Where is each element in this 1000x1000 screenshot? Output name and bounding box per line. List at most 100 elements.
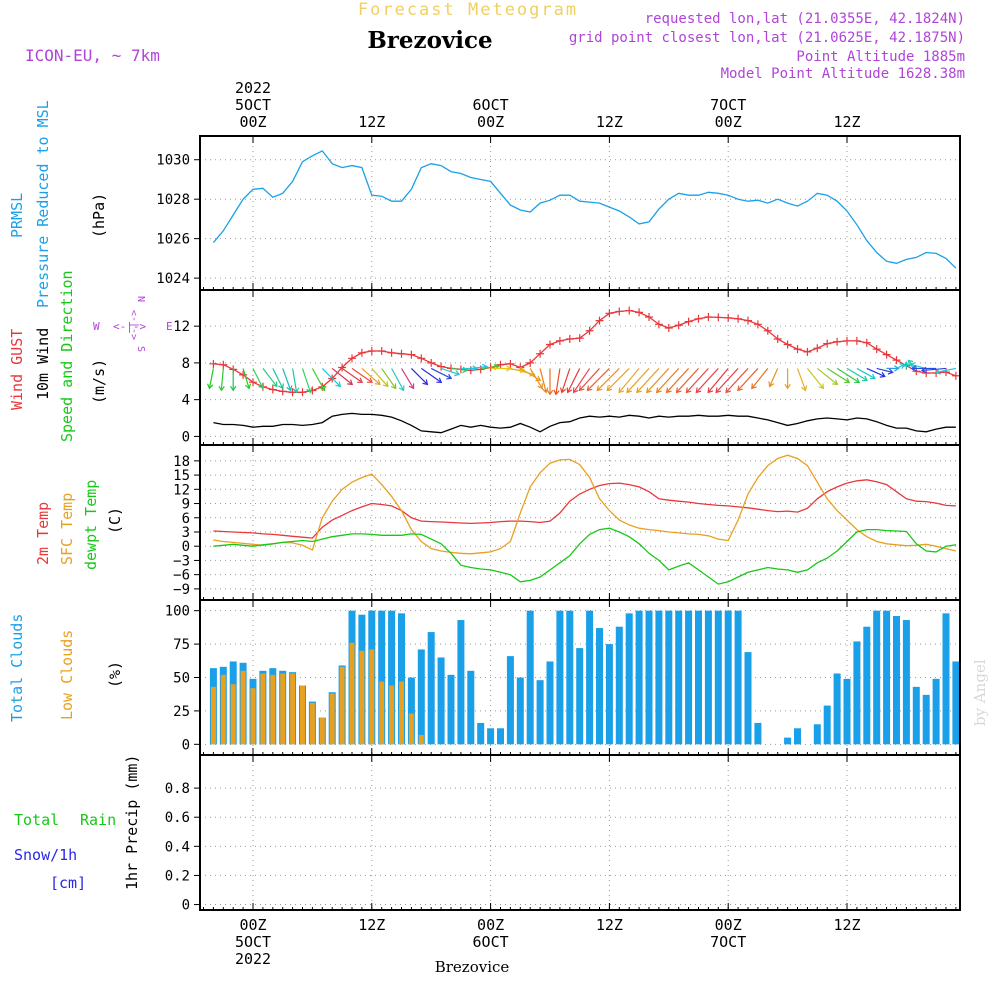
y-tick-label: 0.6 — [165, 810, 190, 826]
wind-arrow-head — [546, 389, 554, 396]
y-tick-label: 75 — [173, 637, 190, 653]
panel-frame — [199, 754, 961, 911]
low-cloud-bar — [280, 673, 286, 745]
wind-arrow-head — [596, 385, 603, 392]
total-cloud-bar — [556, 610, 564, 745]
total-cloud-bar — [932, 678, 940, 745]
low-cloud-bar — [369, 649, 375, 745]
series-line — [212, 150, 957, 269]
wind-arrow-head — [854, 377, 861, 384]
wind-arrow-head — [646, 387, 652, 394]
total-cloud-bar — [487, 728, 495, 745]
wind-arrow — [567, 368, 581, 393]
y-tick-label: 0.4 — [165, 839, 190, 855]
gust-marker — [892, 356, 901, 365]
gust-marker — [862, 338, 871, 347]
location-title: Brezovice — [367, 27, 492, 54]
total-cloud-bar — [833, 673, 841, 745]
gust-marker — [645, 312, 653, 321]
gust-marker — [744, 316, 752, 325]
low-cloud-bar — [399, 681, 404, 745]
low-cloud-bar — [300, 685, 305, 745]
wind-label: Wind GUST — [8, 329, 26, 410]
wind-arrow-head — [390, 383, 397, 390]
total-cloud-bar — [744, 652, 752, 745]
total-cloud-bar — [516, 677, 524, 745]
wind-arrow — [836, 367, 860, 383]
wind-arrow — [272, 368, 284, 389]
wind-arrow-head — [832, 379, 839, 386]
wind-arrow — [321, 367, 341, 387]
compass-west: W — [93, 320, 100, 333]
low-cloud-bar — [230, 684, 236, 745]
wind-arrow — [656, 368, 680, 393]
compass-arrow-v: <-|-> — [129, 310, 140, 340]
wind-arrow — [262, 368, 278, 387]
total-cloud-bar — [922, 694, 930, 745]
gust-marker — [219, 360, 228, 369]
wind-arrow-head — [618, 387, 625, 394]
wind-arrow-head — [374, 379, 381, 386]
total-cloud-bar — [952, 661, 960, 745]
wind-arrow-head — [366, 377, 373, 384]
wind-arrow-head — [934, 368, 941, 375]
wind-arrow — [896, 363, 905, 369]
gust-marker — [635, 308, 644, 317]
wind-arrow — [856, 367, 876, 379]
y-tick-label: 0 — [182, 539, 190, 555]
top-time-label: 2022 — [235, 79, 271, 97]
panel-frame — [199, 444, 961, 601]
total-cloud-bar — [596, 628, 603, 745]
compass-north: N — [135, 296, 146, 302]
gust-marker — [783, 340, 792, 349]
wind-arrow — [666, 368, 690, 393]
top-time-label: 00Z — [715, 113, 742, 131]
y-tick-label: 18 — [173, 454, 190, 470]
gust-marker — [427, 358, 436, 367]
total-cloud-bar — [794, 728, 801, 745]
panel-frame — [199, 135, 961, 291]
wind-arrow-head — [586, 385, 593, 392]
wind-arrow — [331, 367, 353, 385]
total-cloud-bar — [823, 705, 831, 745]
wind-arrow-head — [560, 387, 567, 394]
gust-marker — [654, 320, 663, 329]
y-tick-label: 0 — [182, 898, 190, 914]
bottom-time-label: 00Z — [477, 916, 504, 934]
bottom-time-label: 6OCT — [473, 933, 509, 951]
y-tick-label: 1026 — [156, 232, 190, 248]
low-cloud-bar — [418, 734, 424, 745]
wind-arrow — [715, 368, 739, 393]
gust-marker — [397, 349, 406, 358]
gust-marker — [288, 388, 297, 397]
total-cloud-bar — [734, 610, 742, 745]
gust-marker — [595, 316, 604, 325]
y-tick-label: 4 — [182, 393, 190, 409]
gust-marker — [625, 306, 634, 315]
info-line: requested lon,lat (21.0355E, 42.1824N) — [645, 11, 965, 27]
gust-marker — [298, 388, 307, 397]
clouds-label: Total Clouds — [8, 614, 26, 722]
wind-arrow-head — [553, 389, 560, 396]
wind-arrow — [695, 368, 719, 393]
wind-arrow — [301, 368, 312, 393]
low-cloud-bar — [220, 674, 226, 745]
pressure-label: PRMSL — [8, 193, 26, 238]
y-tick-label: 1024 — [156, 271, 190, 287]
gust-marker — [872, 345, 881, 354]
wind-arrow-head — [909, 362, 916, 369]
wind-arrow-head — [398, 385, 405, 392]
wind-arrow-head — [910, 365, 917, 372]
wind-arrow-head — [907, 359, 914, 366]
wind-arrow — [282, 368, 292, 391]
wind-label: 10m Wind — [34, 328, 52, 400]
gust-marker — [951, 371, 960, 380]
y-tick-label: 9 — [182, 497, 190, 513]
wind-arrow-head — [258, 383, 265, 390]
y-tick-label: 8 — [182, 356, 190, 372]
wind-arrow-head — [655, 387, 662, 394]
wind-arrow-head — [566, 387, 573, 394]
low-cloud-bar — [359, 650, 365, 745]
gust-marker — [734, 314, 743, 323]
